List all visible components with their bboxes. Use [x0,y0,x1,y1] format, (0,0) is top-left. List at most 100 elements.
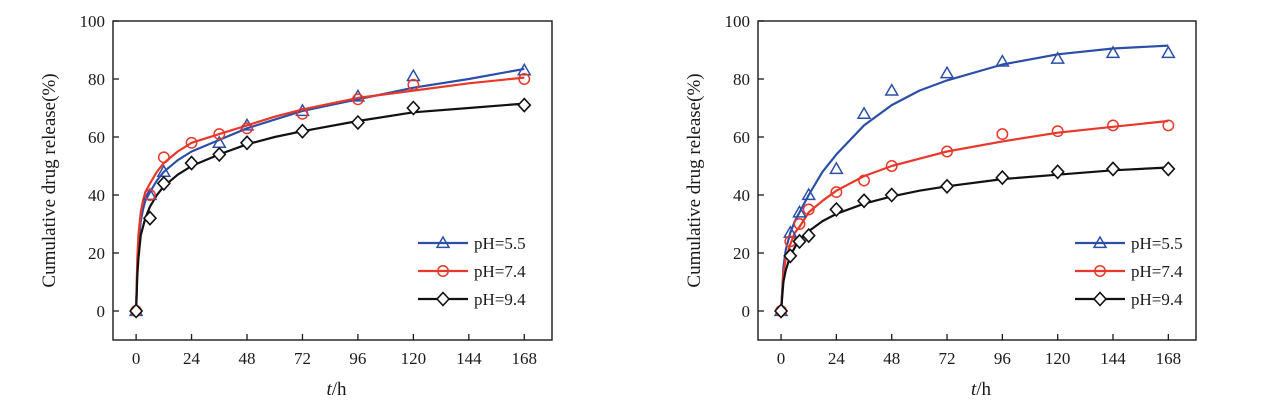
data-point [995,169,1010,186]
data-point [407,78,420,91]
data-point [1161,45,1176,59]
y-tick-label: 100 [80,12,106,31]
legend-marker [1092,235,1108,249]
legend-label: pH=5.5 [1131,234,1183,253]
data-point [783,248,798,264]
x-tick-label: 144 [456,349,482,368]
data-point [185,136,198,149]
x-tick-label: 72 [939,349,956,368]
chart-panel-right: 0 20 40 60 80 100 0 24 48 72 96 120 144 168 Cumulative… [684,12,1197,400]
y-tick-label: 80 [88,70,105,89]
data-point [351,93,364,106]
data-point [1107,119,1119,132]
data-point [1162,119,1175,132]
data-point [1161,161,1176,177]
x-axis-unit: /h [332,379,347,400]
data-point [212,146,227,163]
data-point [1105,45,1121,59]
x-axis-title: t/h [971,379,992,400]
data-point [856,106,872,119]
data-point [406,68,421,82]
data-point [782,225,798,238]
data-point [296,107,309,120]
data-point [996,128,1009,141]
x-axis-unit: /h [976,379,991,400]
data-point [156,175,171,192]
y-tick-label: 40 [88,186,105,205]
data-point [406,100,421,116]
data-point [884,187,899,203]
legend-marker [437,265,449,277]
legend-label: pH=5.5 [474,234,526,253]
data-point [792,233,807,250]
data-point [801,227,816,244]
data-point [941,145,953,158]
x-tick-label: 24 [183,349,201,368]
plot-frame [112,20,553,341]
series-line-2 [135,102,525,312]
y-tick-label: 20 [88,244,105,263]
data-point [350,114,365,131]
y-tick-label: 0 [97,302,106,321]
x-tick-label: 96 [349,349,366,368]
y-axis-title: Cumulative drug release(%) [684,73,705,287]
data-point [295,123,310,139]
data-point [241,122,253,135]
data-point [157,151,170,164]
x-tick-label: 48 [239,349,256,368]
legend-label: pH=9.4 [474,290,526,309]
data-point [517,97,532,113]
legend-marker [1094,265,1106,277]
data-point [884,83,899,96]
legend-label: pH=9.4 [1131,290,1183,309]
data-point [858,174,870,187]
series-line-1 [780,119,1169,312]
x-tick-label: 144 [1100,349,1126,368]
data-point [144,189,156,201]
data-point [129,303,144,319]
data-point [516,62,532,76]
y-tick-label: 40 [733,186,750,205]
legend-marker [435,291,451,307]
y-tick-label: 60 [88,128,105,147]
legend-label: pH=7.4 [1131,262,1183,281]
series-line-0 [780,44,1169,312]
data-point [1105,161,1121,177]
data-point [1051,125,1064,138]
x-tick-label: 168 [512,349,538,368]
data-point [239,135,255,151]
plot-frame [757,20,1197,341]
x-axis-variable: t [326,379,332,400]
data-point [184,155,199,171]
data-point [142,210,158,226]
y-tick-label: 60 [733,128,750,147]
x-tick-label: 168 [1156,349,1182,368]
x-tick-label: 96 [994,349,1011,368]
data-point [518,73,531,85]
data-point [792,204,807,218]
data-point [1050,51,1065,64]
data-point [829,201,844,218]
data-point [939,65,955,79]
data-point [773,303,789,319]
y-tick-label: 20 [733,244,750,263]
x-axis-title: t/h [326,379,347,400]
data-point [829,161,844,175]
legend-label: pH=7.4 [474,262,526,281]
y-tick-label: 80 [733,70,750,89]
x-tick-label: 72 [294,349,311,368]
data-point [802,203,815,216]
y-axis-title: Cumulative drug release(%) [39,73,60,287]
data-point [856,193,872,209]
data-point [801,187,816,201]
data-point [885,160,898,172]
data-point [793,218,806,230]
y-tick-label: 100 [725,12,751,31]
x-axis-variable: t [971,379,977,400]
data-point [995,54,1010,67]
x-tick-label: 48 [883,349,900,368]
x-tick-label: 120 [1045,349,1071,368]
y-tick-label: 0 [742,302,751,321]
data-point [142,187,158,201]
